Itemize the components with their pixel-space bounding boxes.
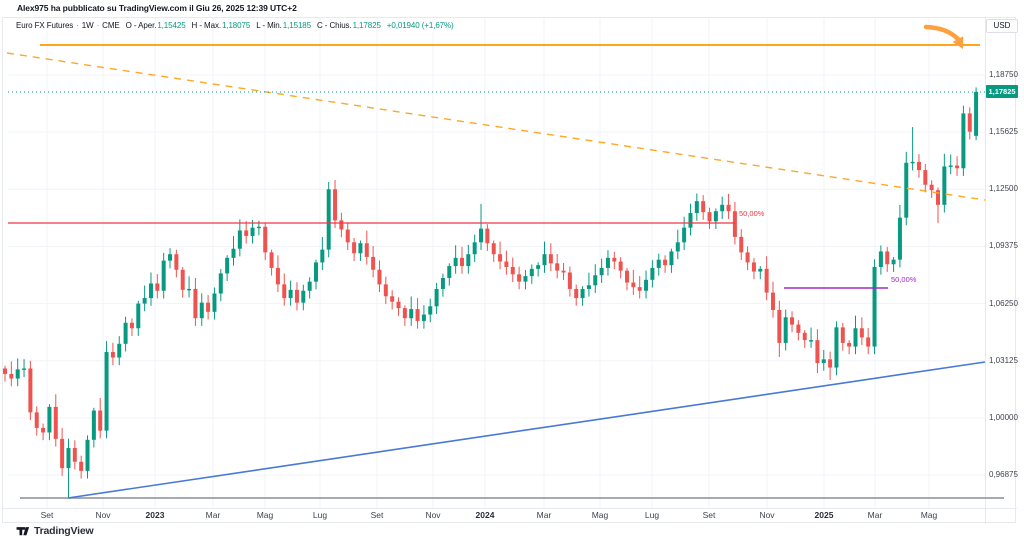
ascending-blue-trendline[interactable] — [67, 361, 986, 499]
price-tick-label: 1,12500 — [989, 184, 1018, 194]
chart-legend[interactable]: Euro FX Futures · 1W · CME O - Aper.1,15425 H … — [16, 21, 454, 30]
time-tick-label: Mar — [205, 510, 221, 520]
currency-tab[interactable]: USD — [986, 19, 1018, 33]
time-tick-label: Set — [702, 510, 716, 520]
descending-dashed-orange-trendline[interactable] — [6, 52, 986, 201]
low-value: 1,15185 — [282, 21, 311, 30]
open-value: 1,15425 — [157, 21, 186, 30]
time-tick-label: Set — [40, 510, 54, 520]
time-tick-label: Mag — [591, 510, 609, 520]
time-tick-label: Lug — [312, 510, 328, 520]
interval-label: 1W — [81, 21, 94, 30]
time-tick-label: 2024 — [475, 510, 495, 520]
time-tick-label: Nov — [759, 510, 775, 520]
fib-label-purple: 50,00% — [891, 275, 917, 284]
legend-separator: · — [96, 21, 100, 30]
time-tick-label: Set — [370, 510, 384, 520]
high-label: H - Max. — [191, 21, 222, 30]
close-label: C - Chius. — [317, 21, 352, 30]
price-tick-label: 1,00000 — [989, 412, 1018, 422]
price-tick-label: 0,96875 — [989, 470, 1018, 479]
price-tick-label: 1,15625 — [989, 127, 1018, 137]
time-tick-label: Mag — [256, 510, 274, 520]
time-tick-label: Nov — [95, 510, 111, 520]
price-tick-label: 1,06250 — [989, 298, 1018, 308]
change-value: +0,01940 (+1,67%) — [386, 21, 454, 30]
price-tick-label: 1,18750 — [989, 70, 1018, 79]
footer-brand[interactable]: TradingView — [16, 525, 94, 537]
time-tick-label: Nov — [425, 510, 441, 520]
fib-label-red: 50,00% — [739, 209, 765, 218]
time-tick-label: 2025 — [814, 510, 834, 520]
time-tick-label: Mar — [867, 510, 883, 520]
time-axis-separator — [2, 508, 1017, 509]
time-tick-label: Mar — [536, 510, 552, 520]
tradingview-logo-icon — [16, 527, 30, 536]
legend-separator: · — [76, 21, 79, 30]
chart-frame — [2, 17, 1016, 523]
time-tick-label: Mag — [920, 510, 938, 520]
time-tick-label: Lug — [644, 510, 660, 520]
current-price-badge: 1,17825 — [986, 85, 1018, 98]
brand-name: TradingView — [34, 525, 94, 537]
price-tick-label: 1,03125 — [989, 355, 1018, 365]
close-value: 1,17825 — [352, 21, 381, 30]
high-value: 1,18075 — [221, 21, 251, 30]
exchange-label: CME — [102, 21, 120, 30]
arrow-annotation — [923, 24, 964, 49]
low-label: L - Min. — [256, 21, 282, 30]
time-tick-label: 2023 — [145, 510, 165, 520]
publish-info: Alex975 ha pubblicato su TradingView.com… — [17, 3, 297, 13]
price-axis-separator — [985, 17, 986, 524]
symbol-name: Euro FX Futures — [16, 21, 74, 30]
price-tick-label: 1,09375 — [989, 241, 1018, 251]
open-label: O - Aper. — [125, 21, 157, 30]
